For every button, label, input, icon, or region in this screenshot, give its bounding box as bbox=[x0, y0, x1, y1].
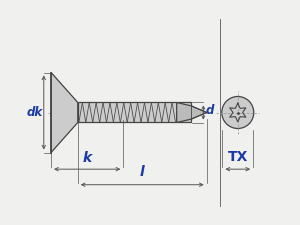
Text: l: l bbox=[140, 165, 145, 179]
Circle shape bbox=[222, 97, 254, 128]
Text: k: k bbox=[82, 151, 92, 165]
Text: dk: dk bbox=[26, 106, 43, 119]
Text: TX: TX bbox=[228, 150, 248, 164]
Polygon shape bbox=[177, 103, 207, 122]
Text: d: d bbox=[206, 104, 214, 117]
Bar bbox=[78, 103, 191, 122]
Polygon shape bbox=[51, 72, 78, 153]
